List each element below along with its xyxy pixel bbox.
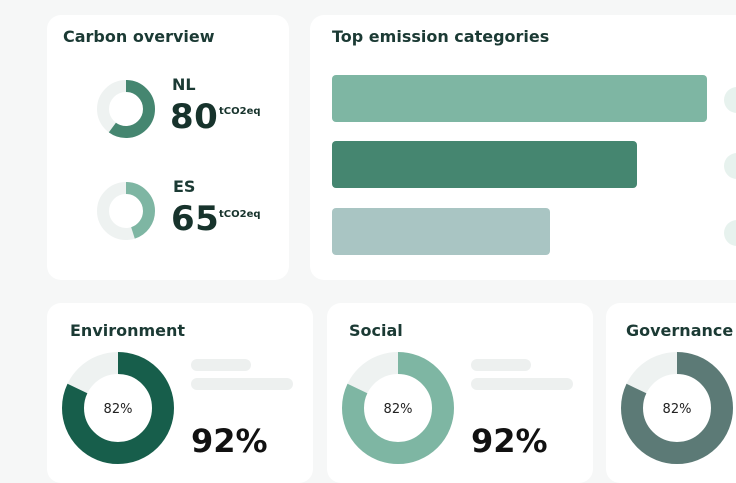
es-label: ES [173, 177, 196, 196]
es-donut-chart [97, 182, 155, 240]
social-donut-arc [342, 352, 454, 464]
governance-donut-arc [621, 352, 733, 464]
environment-skeleton-line-1 [191, 359, 251, 371]
emission-bar-2 [332, 141, 637, 188]
es-donut-arc [97, 182, 155, 240]
nl-donut-chart [97, 80, 155, 138]
governance-title: Governance [626, 321, 734, 340]
emission-bar-3 [332, 208, 550, 255]
environment-score: 92% [191, 422, 268, 460]
carbon-overview-card: Carbon overview NL 80 tCO2eq ES 65 tCO2e… [47, 15, 289, 280]
environment-donut-label: 82% [104, 402, 133, 417]
bar-2-marker [724, 153, 736, 179]
nl-label: NL [172, 75, 196, 94]
social-card: Social 82% 92% [327, 303, 593, 483]
nl-value: 80 [170, 97, 219, 137]
nl-unit: tCO2eq [219, 106, 261, 117]
environment-title: Environment [70, 321, 186, 340]
governance-donut-chart: 82% [621, 352, 733, 464]
social-skeleton-line-2 [471, 378, 573, 390]
social-skeleton-line-1 [471, 359, 531, 371]
social-donut-label: 82% [384, 402, 413, 417]
es-value: 65 [171, 199, 220, 239]
emission-bar-1 [332, 75, 707, 122]
social-title: Social [349, 321, 403, 340]
social-score: 92% [471, 422, 548, 460]
social-donut-chart: 82% [342, 352, 454, 464]
governance-donut-label: 82% [663, 402, 692, 417]
environment-donut-chart: 82% [62, 352, 174, 464]
environment-skeleton-line-2 [191, 378, 293, 390]
environment-donut-arc [62, 352, 174, 464]
top-emissions-title: Top emission categories [332, 27, 550, 46]
governance-card: Governance 82% [606, 303, 736, 483]
es-unit: tCO2eq [219, 209, 261, 220]
environment-card: Environment 82% 92% [47, 303, 313, 483]
nl-donut-arc [97, 80, 155, 138]
bar-1-marker [724, 87, 736, 113]
carbon-overview-title: Carbon overview [63, 27, 215, 46]
bar-3-marker [724, 220, 736, 246]
top-emissions-card: Top emission categories [310, 15, 736, 280]
